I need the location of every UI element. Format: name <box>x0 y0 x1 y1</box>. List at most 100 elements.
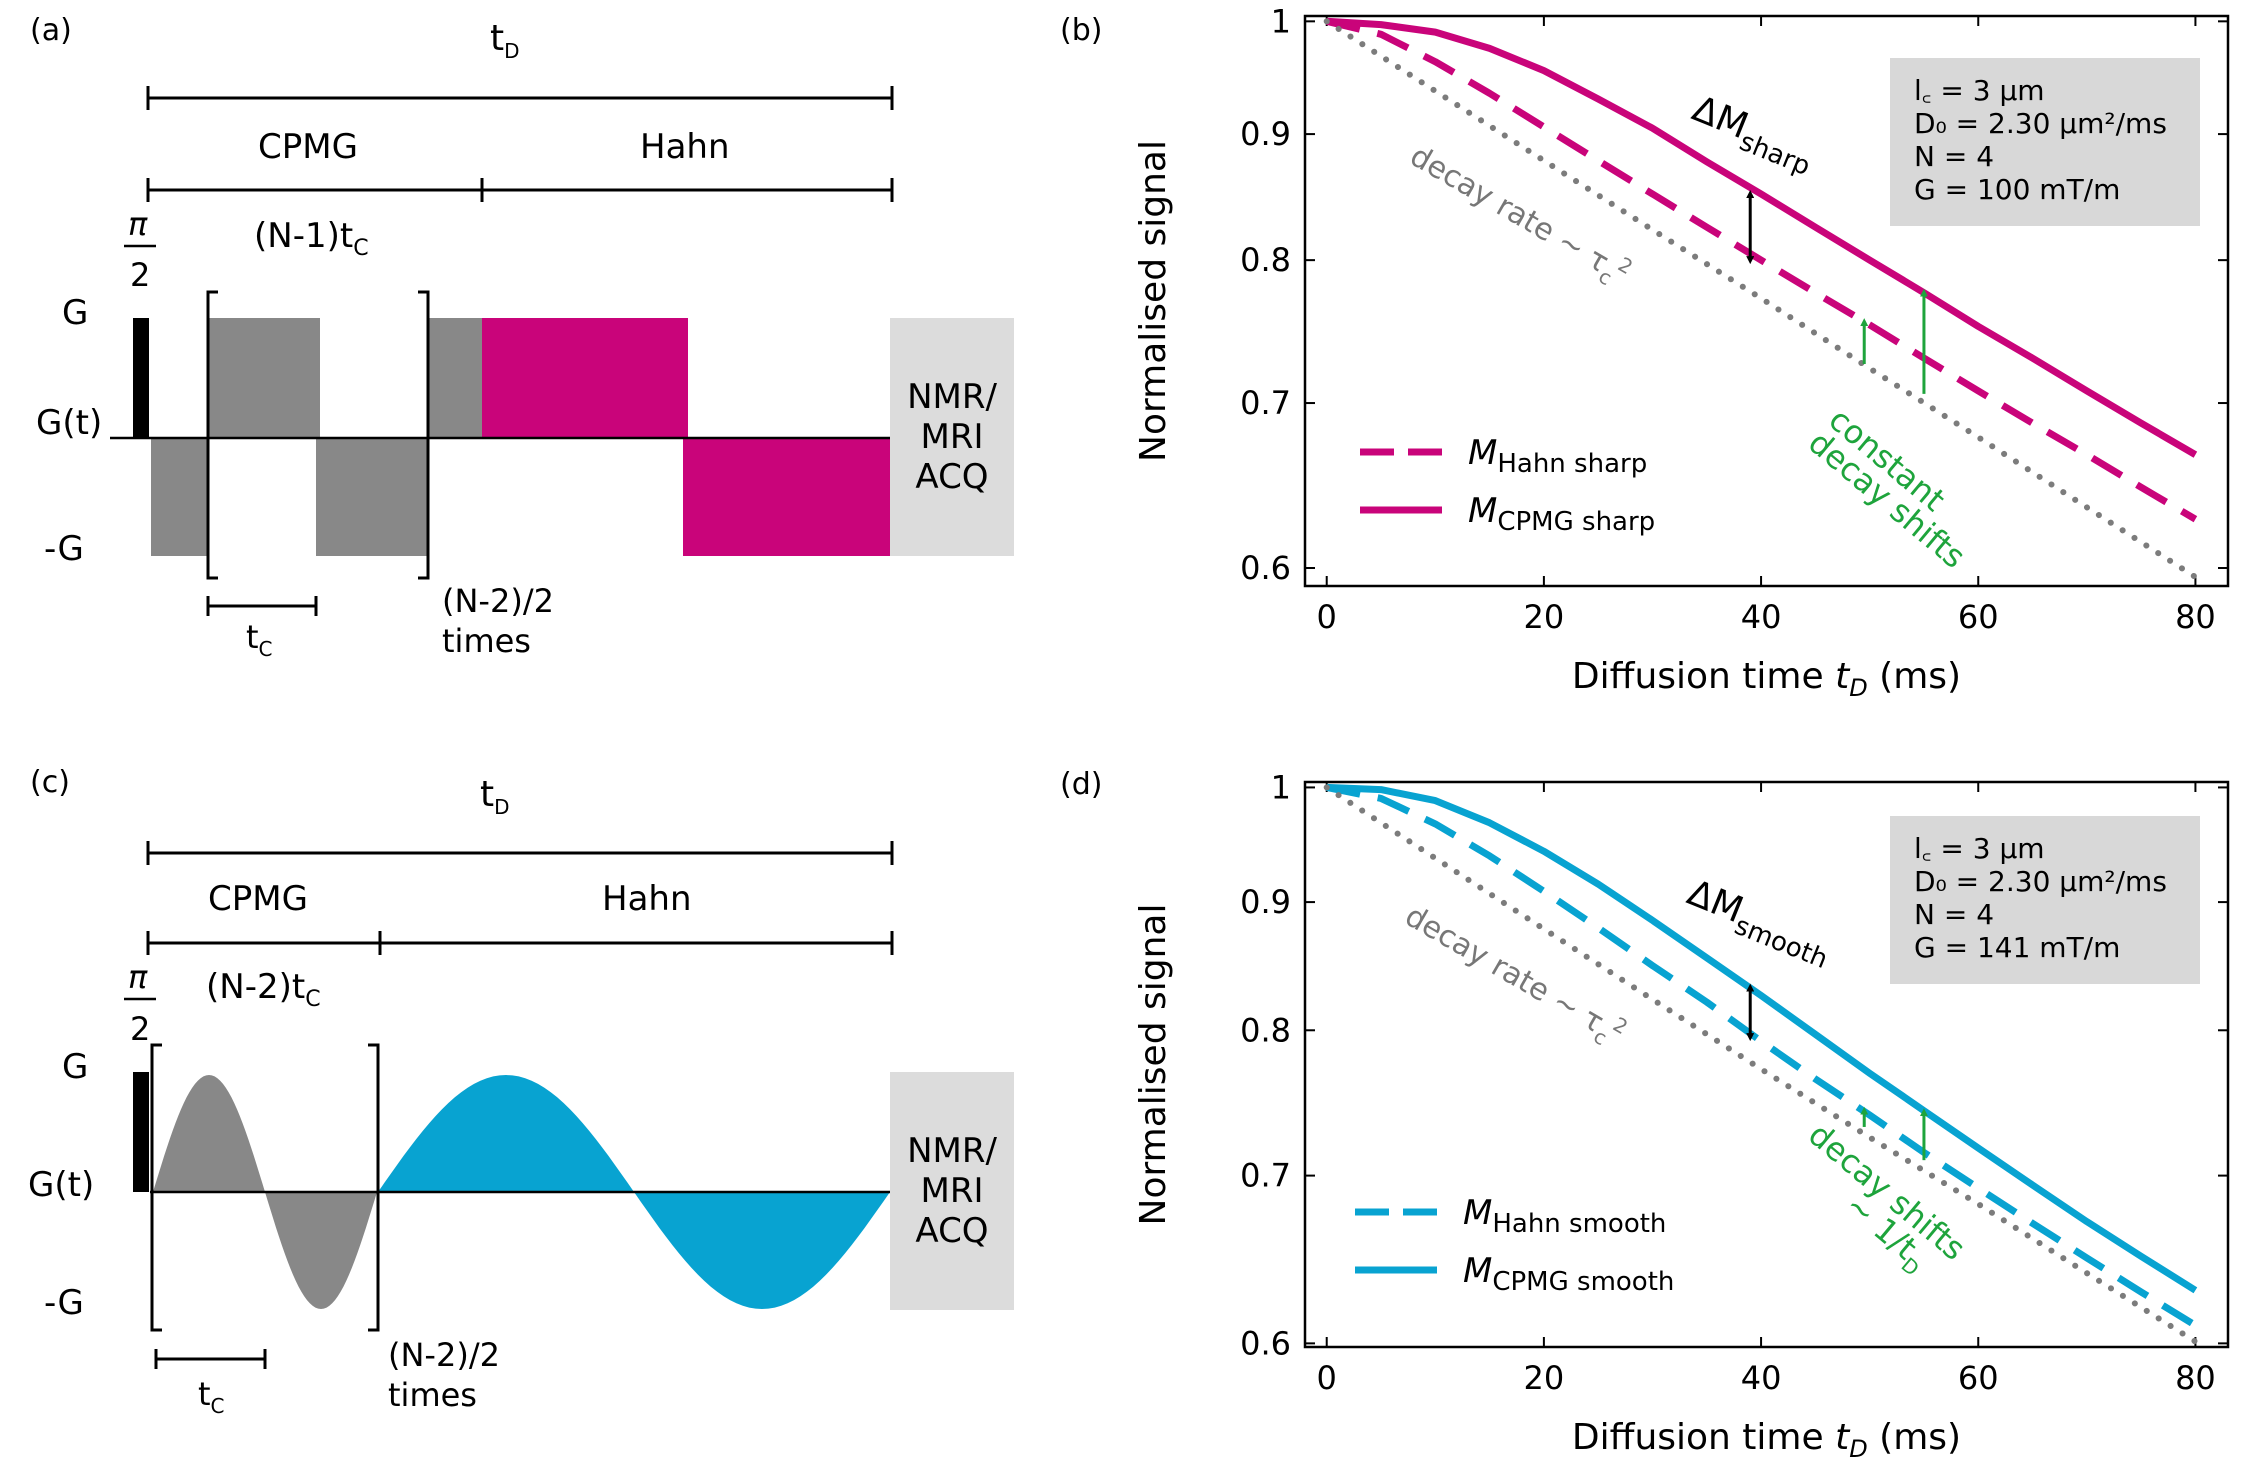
y-tick-label: 0.8 <box>1240 1011 1291 1049</box>
y-tick-label: 0.6 <box>1240 1324 1291 1362</box>
acq-text-a-3: ACQ <box>915 457 988 497</box>
y-tick-label: 0.7 <box>1240 384 1291 422</box>
y-tick-label: 0.9 <box>1240 115 1291 153</box>
hahn-lobe-pos-a <box>482 318 688 438</box>
y-axis-label: Normalised signal <box>1133 140 1174 462</box>
neg-g-label-c: -G <box>44 1283 84 1323</box>
panel-a: (a) tD CPMG Hahn (N-1)tC π 2 G G(t) -G <box>30 13 1014 661</box>
legend-label: MHahn sharp <box>1468 433 1647 479</box>
acq-text-a-1: NMR/ <box>907 377 997 417</box>
hahn-label-c: Hahn <box>602 879 692 919</box>
g-label-a: G <box>62 293 88 333</box>
parameter-line: G = 141 mT/m <box>1914 931 2120 964</box>
x-axis-label: Diffusion time tD (ms) <box>1572 656 1961 702</box>
acq-text-c-2: MRI <box>921 1171 984 1211</box>
parameter-box <box>1890 816 2200 984</box>
y-tick-label: 0.6 <box>1240 549 1291 587</box>
repeat-label-c-1: (N-2)/2 <box>388 1336 500 1374</box>
pi-label-c: π <box>128 958 148 996</box>
cpmg-hahn-bracket-a <box>146 178 894 202</box>
repeat-label-a-1: (N-2)/2 <box>442 582 554 620</box>
parameter-line: D₀ = 2.30 µm²/ms <box>1914 107 2167 140</box>
x-tick-label: 40 <box>1741 598 1782 636</box>
x-tick-label: 20 <box>1524 1359 1565 1397</box>
tc-label-c: tC <box>198 1375 225 1418</box>
gradient-lobe-4-a <box>427 318 483 438</box>
decay-rate-annotation: decay rate ~ τc2 <box>1402 135 1638 296</box>
rf-pulse-c <box>133 1072 149 1192</box>
cpmg-label-c: CPMG <box>208 879 308 919</box>
hahn-lobe-neg-a <box>683 438 890 556</box>
panel-label-d: (d) <box>1060 767 1102 802</box>
repeat-label-a-2: times <box>442 622 531 660</box>
legend-label: MHahn smooth <box>1463 1193 1666 1239</box>
delta-m-annotation: ΔMsmooth <box>1679 872 1839 975</box>
series-cpmg-smooth <box>1326 783 2198 1294</box>
legend-label: MCPMG smooth <box>1463 1251 1674 1297</box>
parameter-box <box>1890 58 2200 226</box>
x-tick-label: 60 <box>1958 598 1999 636</box>
repeat-bracket-right-c <box>368 1043 380 1332</box>
plot-frame <box>1303 14 2230 588</box>
series-free-decay <box>1323 784 2199 1345</box>
acq-text-c-3: ACQ <box>915 1211 988 1251</box>
series-free-decay <box>1323 18 2199 580</box>
series-cpmg-sharp <box>1326 17 2198 458</box>
acq-text-c-1: NMR/ <box>907 1131 997 1171</box>
pi-label-a: π <box>128 205 148 243</box>
x-tick-label: 40 <box>1741 1359 1782 1397</box>
plot-frame <box>1303 780 2230 1349</box>
legend-label: MCPMG sharp <box>1468 491 1655 537</box>
panel-label-a: (a) <box>30 13 72 48</box>
y-tick-label: 1 <box>1271 2 1291 40</box>
y-tick-label: 0.9 <box>1240 883 1291 921</box>
tc-label-a: tC <box>246 618 273 661</box>
repeat-bracket-right-a <box>418 290 430 580</box>
acq-box-a <box>890 318 1014 556</box>
delta-m-annotation: ΔMsharp <box>1684 88 1822 182</box>
decay-rate-annotation: decay rate ~ τc2 <box>1397 895 1633 1056</box>
g-label-c: G <box>62 1047 88 1087</box>
x-tick-label: 60 <box>1958 1359 1999 1397</box>
two-label-c: 2 <box>130 1010 150 1048</box>
gradient-lobe-3-a <box>316 438 427 556</box>
x-tick-label: 0 <box>1317 1359 1337 1397</box>
series-hahn-sharp <box>1325 17 2198 523</box>
acq-box-c <box>890 1072 1014 1310</box>
panel-label-c: (c) <box>30 765 70 800</box>
repeat-bracket-left-a <box>206 290 218 580</box>
x-tick-label: 20 <box>1524 598 1565 636</box>
parameter-line: G = 100 mT/m <box>1914 173 2120 206</box>
parameter-line: l꜀ = 3 µm <box>1914 832 2045 865</box>
repeat-label-c-2: times <box>388 1376 477 1414</box>
series-hahn-smooth <box>1326 783 2198 1329</box>
parameter-line: N = 4 <box>1914 898 1994 931</box>
x-axis-label: Diffusion time tD (ms) <box>1572 1417 1961 1463</box>
repeat-bracket-left-c <box>150 1043 162 1332</box>
x-tick-label: 80 <box>2175 1359 2216 1397</box>
hahn-label-a: Hahn <box>640 127 730 167</box>
tc-bracket-c <box>154 1349 267 1369</box>
rf-pulse-a <box>133 318 149 438</box>
tc-bracket-a <box>206 596 318 616</box>
td-bracket-a <box>146 86 894 110</box>
y-tick-label: 0.8 <box>1240 241 1291 279</box>
gradient-lobe-2-a <box>208 318 320 438</box>
gradient-lobe-1-a <box>151 438 207 556</box>
n2tc-label-c: (N-2)tC <box>206 967 321 1012</box>
cpmg-hahn-bracket-c <box>146 931 894 955</box>
cpmg-label-a: CPMG <box>258 127 358 167</box>
parameter-line: D₀ = 2.30 µm²/ms <box>1914 865 2167 898</box>
panel-label-b: (b) <box>1060 13 1102 48</box>
gt-label-c: G(t) <box>28 1165 94 1205</box>
parameter-line: N = 4 <box>1914 140 1994 173</box>
td-bracket-c <box>146 841 894 865</box>
neg-g-label-a: -G <box>44 529 84 569</box>
y-tick-label: 0.7 <box>1240 1157 1291 1195</box>
y-tick-label: 1 <box>1271 768 1291 806</box>
x-tick-label: 0 <box>1317 598 1337 636</box>
parameter-line: l꜀ = 3 µm <box>1914 74 2045 107</box>
td-label-c: tD <box>480 774 510 819</box>
n1tc-label-a: (N-1)tC <box>254 216 369 261</box>
